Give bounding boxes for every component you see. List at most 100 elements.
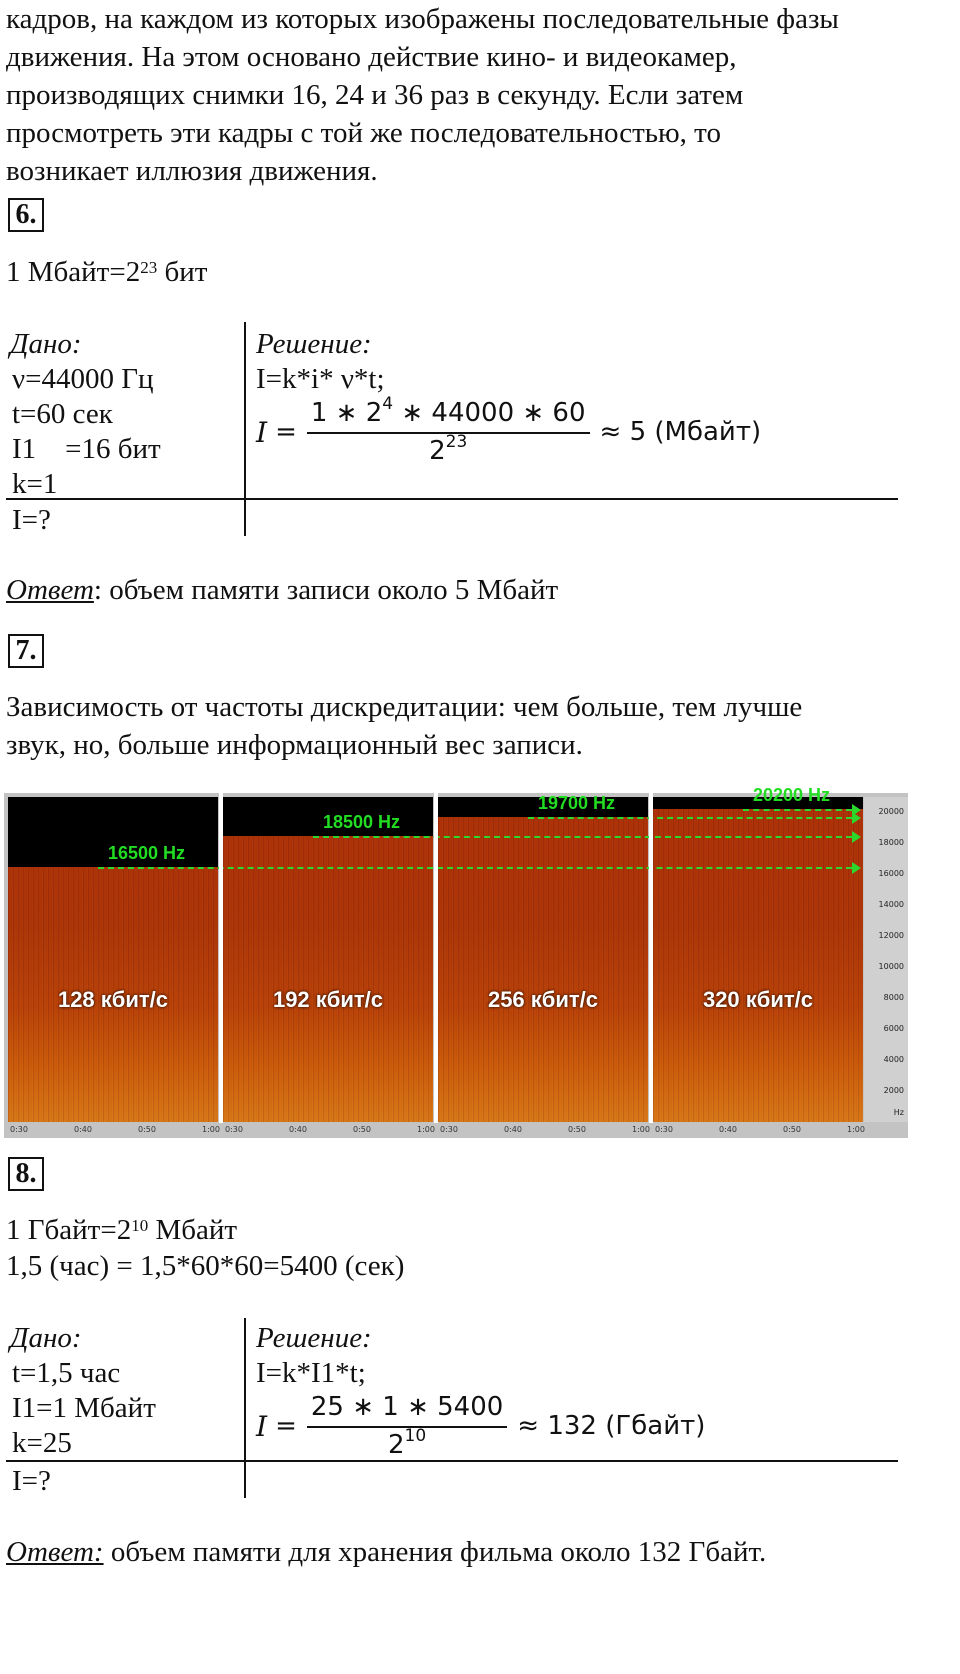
- time-tick-label: 0:40: [504, 1125, 522, 1134]
- spectrogram-panel: 320 кбит/с: [653, 797, 863, 1122]
- given-label: Дано:: [10, 328, 82, 360]
- intro-line: движения. На этом основано действие кино…: [6, 41, 737, 73]
- answer-label: Ответ:: [6, 1536, 104, 1568]
- fraction-denominator: 210: [387, 1426, 427, 1460]
- frequency-tick-label: 14000: [878, 900, 904, 910]
- task-7-line: Зависимость от частоты дискредитации: че…: [6, 691, 803, 723]
- frequency-tick-label: 12000: [878, 931, 904, 941]
- cutoff-frequency-label: 18500 Hz: [323, 811, 401, 832]
- frequency-tick-label: 6000: [883, 1024, 904, 1034]
- task-8-time-conversion: 1,5 (час) = 1,5*60*60=5400 (сек): [6, 1250, 405, 1282]
- solution-formula: I=k*i* ν*t;: [256, 363, 385, 395]
- task-6-number: 6.: [8, 198, 44, 232]
- math-variable: I: [256, 415, 268, 449]
- given-value: t=60 сек: [12, 398, 113, 430]
- frequency-tick-label: 20000: [878, 807, 904, 817]
- panel-separator: [434, 793, 438, 1123]
- given-value: ν=44000 Гц: [12, 363, 154, 395]
- task-6-fact: 1 Мбайт=223 бит: [6, 254, 207, 290]
- time-tick-label: 0:50: [138, 1125, 156, 1134]
- fact-prefix: 1 Гбайт=2: [6, 1214, 132, 1246]
- task-8-fact: 1 Гбайт=210 Мбайт: [6, 1212, 237, 1248]
- frequency-tick-label: 18000: [878, 838, 904, 848]
- time-tick-label: 0:50: [783, 1125, 801, 1134]
- time-tick-label: 1:00: [632, 1125, 650, 1134]
- spectrogram-panel: 192 кбит/с: [223, 797, 433, 1122]
- time-axis: 0:30 0:40 0:50 1:00: [8, 1122, 220, 1138]
- task-6-answer: Ответ: объем памяти записи около 5 Мбайт: [6, 572, 558, 608]
- denominator-base: 2: [429, 436, 446, 466]
- task-8-answer: Ответ: объем памяти для хранения фильма …: [6, 1534, 766, 1570]
- cutoff-arrow-icon: [852, 804, 861, 817]
- time-tick-label: 0:30: [440, 1125, 458, 1134]
- intro-line: производящих снимки 16, 24 и 36 раз в се…: [6, 79, 744, 111]
- task-7-paragraph: Зависимость от частоты дискредитации: че…: [6, 688, 946, 764]
- cutoff-dashed-line: [743, 809, 852, 812]
- solution-math: I = 1 ∗ 24 ∗ 44000 ∗ 60 223 ≈ 5 (Мбайт): [256, 394, 761, 468]
- bitrate-label: 128 кбит/с: [57, 987, 169, 1012]
- math-equals: =: [275, 1411, 297, 1441]
- denominator-exponent: 10: [404, 1426, 427, 1446]
- given-value: I1=1 Мбайт: [12, 1392, 156, 1424]
- fact-exponent: 10: [131, 1216, 149, 1235]
- spectrogram-cutoff-region: [8, 797, 218, 867]
- denominator-base: 2: [387, 1430, 405, 1460]
- time-axis: 0:30 0:40 0:50 1:00: [438, 1122, 650, 1138]
- intro-line: просмотреть эти кадры с той же последова…: [6, 117, 721, 149]
- spectrogram-figure: 20000 18000 16000 14000 12000 10000 8000 6000 40…: [4, 785, 908, 1138]
- bitrate-label: 256 кбит/с: [487, 987, 599, 1012]
- time-tick-label: 0:40: [719, 1125, 737, 1134]
- task-7-line: звук, но, больше информационный вес запи…: [6, 729, 583, 761]
- math-equals: =: [275, 417, 297, 447]
- time-tick-label: 0:40: [289, 1125, 307, 1134]
- fact-suffix: Мбайт: [148, 1214, 238, 1246]
- math-fraction: 25 ∗ 1 ∗ 5400 210: [306, 1392, 508, 1460]
- fact-prefix: 1 Мбайт=2: [6, 256, 141, 288]
- time-tick-label: 0:30: [655, 1125, 673, 1134]
- answer-text: объем памяти для хранения фильма около 1…: [103, 1536, 767, 1568]
- spectrogram-cutoff-region: [438, 797, 648, 818]
- frequency-tick-label: 2000: [883, 1086, 904, 1096]
- table-divider-horizontal: [6, 498, 898, 500]
- spectrogram-panel: 128 кбит/с: [8, 797, 218, 1122]
- frequency-tick-label: 4000: [883, 1055, 904, 1065]
- answer-label: Ответ: [6, 574, 94, 606]
- bitrate-label: 320 кбит/с: [702, 987, 814, 1012]
- cutoff-arrow-icon: [852, 812, 861, 825]
- answer-text: : объем памяти записи около 5 Мбайт: [93, 574, 559, 606]
- numerator-exponent: 4: [382, 394, 394, 414]
- solution-label: Решение:: [256, 1322, 372, 1354]
- frequency-axis: 20000 18000 16000 14000 12000 10000 8000 6000 40…: [864, 797, 908, 1122]
- spectrogram-cutoff-region: [223, 797, 433, 836]
- frequency-tick-label: 10000: [878, 962, 904, 972]
- fraction-numerator: 25 ∗ 1 ∗ 5400: [306, 1392, 508, 1428]
- bitrate-label: 192 кбит/с: [272, 987, 384, 1012]
- cutoff-frequency-label: 20200 Hz: [753, 785, 831, 806]
- fact-exponent: 23: [140, 258, 158, 277]
- time-tick-label: 0:40: [74, 1125, 92, 1134]
- task-7-number: 7.: [8, 634, 44, 668]
- given-value: k=1: [12, 468, 58, 500]
- find-value: I=?: [12, 1465, 51, 1497]
- time-axis: 0:30 0:40 0:50 1:00: [223, 1122, 435, 1138]
- time-axis: 0:30 0:40 0:50 1:00: [653, 1122, 865, 1138]
- cutoff-dashed-line: [528, 817, 852, 820]
- spectrogram-cutoff-region: [653, 797, 863, 810]
- cutoff-arrow-icon: [852, 861, 861, 874]
- time-tick-label: 0:50: [568, 1125, 586, 1134]
- table-divider-horizontal: [6, 1460, 898, 1462]
- given-value: k=25: [12, 1427, 72, 1459]
- frequency-tick-label: 16000: [878, 869, 904, 879]
- intro-line: возникает иллюзия движения.: [6, 155, 378, 187]
- time-tick-label: 0:30: [225, 1125, 243, 1134]
- time-tick-label: 1:00: [417, 1125, 435, 1134]
- time-tick-label: 1:00: [847, 1125, 865, 1134]
- find-value: I=?: [12, 504, 51, 536]
- math-result: ≈ 132 (Гбайт): [517, 1411, 706, 1441]
- cutoff-dashed-line: [98, 866, 852, 869]
- spectrogram-panel: 256 кбит/с: [438, 797, 648, 1122]
- given-value: t=1,5 час: [12, 1357, 121, 1389]
- table-divider-vertical: [244, 322, 246, 536]
- frequency-tick-label: 8000: [883, 993, 904, 1003]
- cutoff-arrow-icon: [852, 830, 861, 843]
